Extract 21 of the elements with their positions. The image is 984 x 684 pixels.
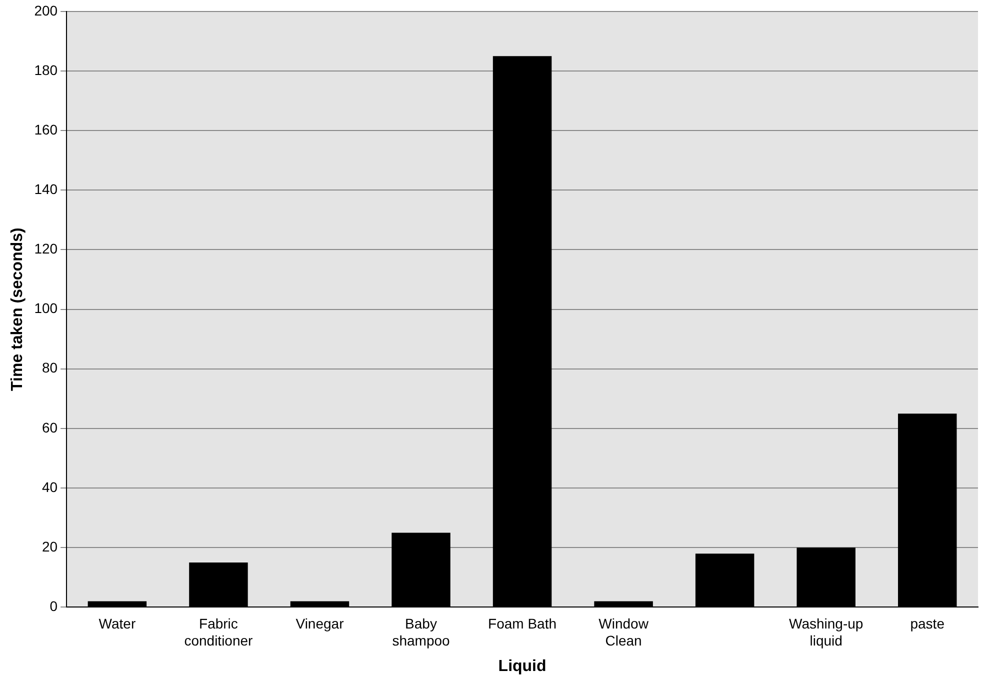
y-tick-label: 60 bbox=[42, 419, 58, 436]
x-tick-label: Vinegar bbox=[296, 615, 344, 632]
y-axis-title: Time taken (seconds) bbox=[9, 228, 26, 391]
x-tick-label: paste bbox=[910, 615, 945, 632]
x-tick-label: Window Clean bbox=[598, 615, 650, 648]
x-tick-label: Fabric conditioner bbox=[184, 615, 254, 648]
x-axis-title: Liquid bbox=[498, 658, 546, 675]
y-tick-label: 40 bbox=[42, 478, 58, 495]
y-tick-label: 200 bbox=[34, 2, 58, 18]
x-tick-label: Foam Bath bbox=[488, 615, 557, 632]
y-tick-label: 160 bbox=[34, 121, 58, 138]
y-tick-label: 140 bbox=[34, 181, 58, 197]
y-tick-label: 0 bbox=[50, 598, 58, 614]
x-tick-label: Baby shampoo bbox=[392, 615, 450, 648]
y-tick-label: 180 bbox=[34, 62, 58, 78]
x-tick-label: Water bbox=[98, 615, 136, 632]
y-tick-label: 20 bbox=[42, 538, 58, 554]
y-tick-label: 120 bbox=[34, 240, 58, 257]
y-tick-label: 100 bbox=[34, 300, 58, 316]
x-tick-label: Washing-up liquid bbox=[789, 615, 864, 648]
y-tick-label: 80 bbox=[42, 360, 58, 376]
